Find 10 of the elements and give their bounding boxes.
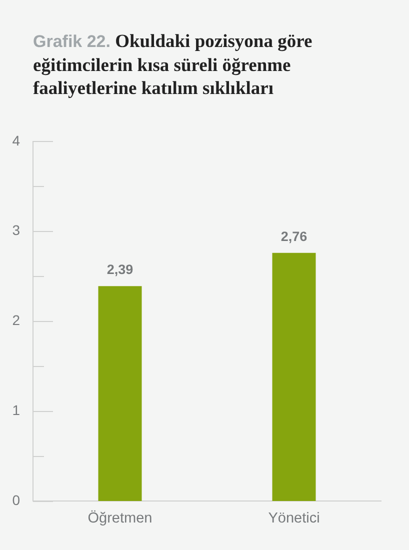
y-tick-label: 3 — [12, 222, 20, 238]
y-tick-label: 2 — [12, 312, 20, 328]
x-tick-label: Yönetici — [268, 510, 320, 527]
y-tick-label: 1 — [12, 402, 20, 418]
y-tick-label: 0 — [12, 492, 20, 508]
x-tick-label: Öğretmen — [88, 510, 152, 527]
y-tick-label: 4 — [12, 132, 20, 148]
data-label: 2,39 — [106, 262, 134, 278]
chart-title: Grafik 22. Okuldaki pozisyona göre eğitimcilerin kısa süreli öğrenme faaliyetlerine katılım sıklıkları — [33, 31, 314, 101]
data-label: 2,76 — [280, 228, 308, 244]
